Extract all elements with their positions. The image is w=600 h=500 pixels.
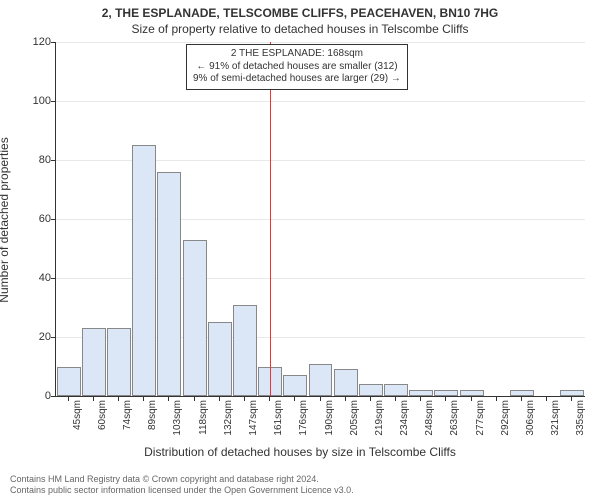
x-tick-label: 335sqm [575, 400, 586, 436]
histogram-bar [460, 390, 484, 396]
x-tick-mark [571, 397, 572, 401]
histogram-bar [409, 390, 433, 396]
x-tick-label: 147sqm [248, 400, 259, 436]
x-tick-mark [68, 397, 69, 401]
histogram-bar [309, 364, 333, 396]
x-tick-label: 74sqm [122, 400, 133, 430]
histogram-bar [132, 145, 156, 396]
x-tick-label: 263sqm [449, 400, 460, 436]
y-tick-label: 120 [11, 36, 51, 48]
x-tick-mark [93, 397, 94, 401]
x-tick-mark [118, 397, 119, 401]
histogram-bar [183, 240, 207, 396]
histogram-bar [233, 305, 257, 396]
y-tick-mark [51, 219, 55, 220]
y-tick-mark [51, 278, 55, 279]
y-tick-mark [51, 101, 55, 102]
x-tick-mark [546, 397, 547, 401]
histogram-bar [283, 375, 307, 396]
x-tick-label: 60sqm [97, 400, 108, 430]
annotation-box: 2 THE ESPLANADE: 168sqm← 91% of detached… [186, 44, 408, 90]
x-tick-label: 89sqm [147, 400, 158, 430]
x-tick-mark [521, 397, 522, 401]
histogram-bar [560, 390, 584, 396]
y-tick-label: 80 [11, 154, 51, 166]
y-axis-label: Number of detached properties [0, 137, 11, 302]
x-tick-mark [269, 397, 270, 401]
x-tick-mark [471, 397, 472, 401]
x-tick-label: 219sqm [374, 400, 385, 436]
x-tick-mark [168, 397, 169, 401]
histogram-bar [434, 390, 458, 396]
x-axis-label: Distribution of detached houses by size … [0, 445, 600, 459]
x-tick-label: 190sqm [324, 400, 335, 436]
chart-container: 2, THE ESPLANADE, TELSCOMBE CLIFFS, PEAC… [0, 0, 600, 500]
y-tick-mark [51, 337, 55, 338]
histogram-bar [107, 328, 131, 396]
y-tick-label: 20 [11, 331, 51, 343]
gridline [56, 42, 585, 43]
marker-line [270, 42, 271, 396]
x-tick-mark [320, 397, 321, 401]
x-tick-mark [345, 397, 346, 401]
x-tick-label: 277sqm [475, 400, 486, 436]
annotation-line3: 9% of semi-detached houses are larger (2… [193, 73, 401, 86]
x-tick-mark [219, 397, 220, 401]
gridline [56, 101, 585, 102]
y-tick-mark [51, 42, 55, 43]
histogram-bar [57, 367, 81, 397]
x-tick-label: 161sqm [273, 400, 284, 436]
chart-title-line1: 2, THE ESPLANADE, TELSCOMBE CLIFFS, PEAC… [0, 6, 600, 20]
x-tick-label: 321sqm [550, 400, 561, 436]
x-tick-mark [395, 397, 396, 401]
x-tick-label: 292sqm [500, 400, 511, 436]
x-tick-mark [370, 397, 371, 401]
x-tick-label: 248sqm [424, 400, 435, 436]
plot-area: 2 THE ESPLANADE: 168sqm← 91% of detached… [55, 42, 585, 397]
x-tick-mark [445, 397, 446, 401]
x-tick-label: 176sqm [298, 400, 309, 436]
chart-title-line2: Size of property relative to detached ho… [0, 22, 600, 36]
histogram-bar [384, 384, 408, 396]
x-tick-label: 118sqm [198, 400, 209, 435]
x-tick-mark [420, 397, 421, 401]
y-tick-mark [51, 160, 55, 161]
attribution-text: Contains HM Land Registry data © Crown c… [10, 474, 354, 496]
histogram-bar [359, 384, 383, 396]
y-tick-mark [51, 396, 55, 397]
x-tick-mark [294, 397, 295, 401]
x-tick-mark [496, 397, 497, 401]
x-tick-mark [194, 397, 195, 401]
y-tick-label: 40 [11, 272, 51, 284]
x-tick-label: 132sqm [223, 400, 234, 436]
histogram-bar [82, 328, 106, 396]
histogram-bar [208, 322, 232, 396]
y-tick-label: 100 [11, 95, 51, 107]
x-tick-label: 205sqm [349, 400, 360, 436]
attribution-line2: Contains public sector information licen… [10, 485, 354, 496]
x-tick-label: 306sqm [525, 400, 536, 436]
histogram-bar [334, 369, 358, 396]
x-tick-label: 45sqm [72, 400, 83, 430]
histogram-bar [510, 390, 534, 396]
x-tick-mark [143, 397, 144, 401]
x-tick-label: 234sqm [399, 400, 410, 436]
y-tick-label: 0 [11, 390, 51, 402]
attribution-line1: Contains HM Land Registry data © Crown c… [10, 474, 354, 485]
x-tick-label: 103sqm [172, 400, 183, 436]
x-tick-mark [244, 397, 245, 401]
histogram-bar [157, 172, 181, 396]
annotation-line2: ← 91% of detached houses are smaller (31… [193, 61, 401, 74]
y-tick-label: 60 [11, 213, 51, 225]
annotation-line1: 2 THE ESPLANADE: 168sqm [193, 48, 401, 61]
